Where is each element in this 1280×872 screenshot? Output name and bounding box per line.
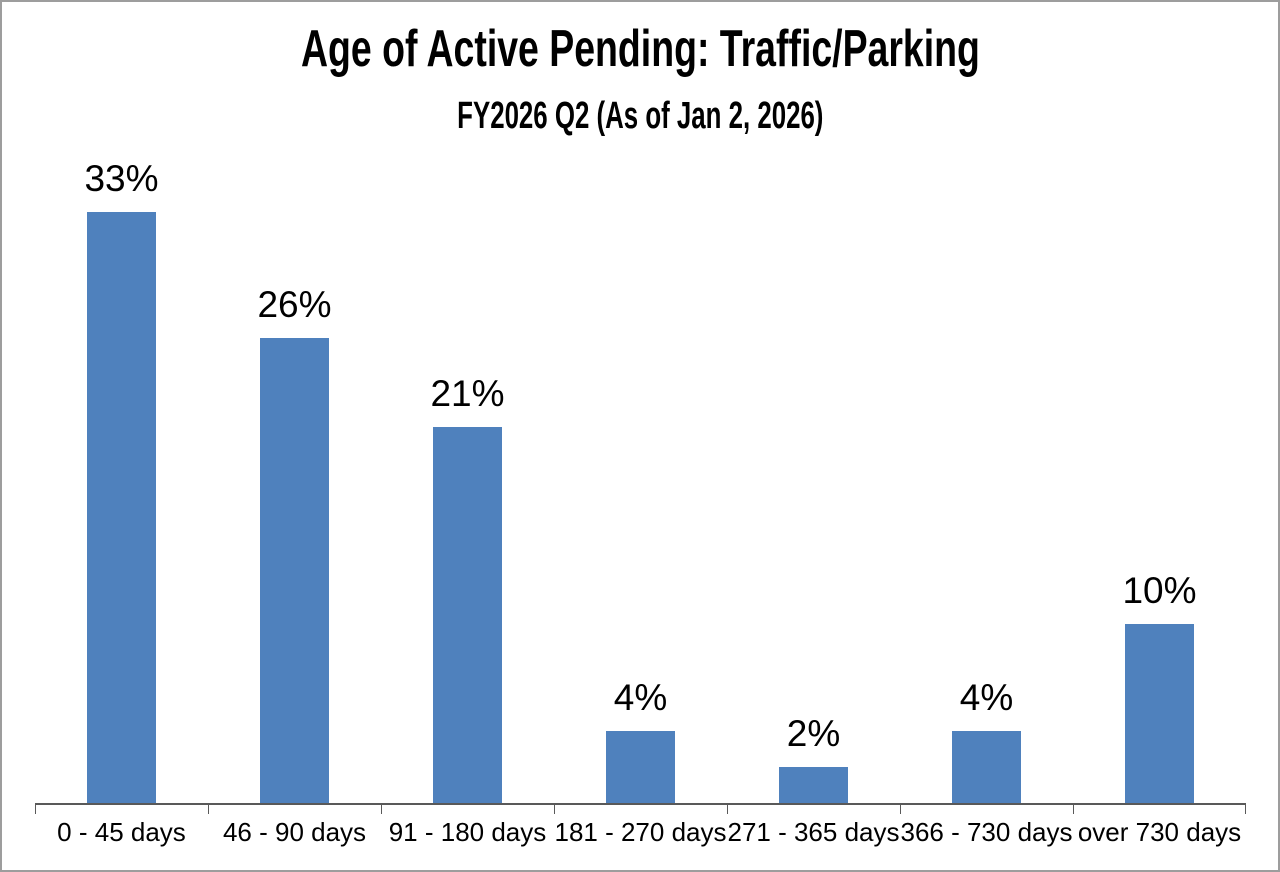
bar-value-label: 33% xyxy=(84,158,159,199)
bar-value-label: 4% xyxy=(959,677,1014,718)
bar-cell: 2% xyxy=(727,2,900,803)
bar-value-label: 21% xyxy=(430,373,505,414)
x-axis-label: 271 - 365 days xyxy=(727,817,900,847)
bar xyxy=(260,338,329,803)
bar-value-label: 26% xyxy=(257,284,332,325)
bar xyxy=(606,731,675,803)
bar-cell: 4% xyxy=(554,2,727,803)
bar xyxy=(952,731,1021,803)
bar-cell: 4% xyxy=(900,2,1073,803)
bar-cell: 21% xyxy=(381,2,554,803)
x-axis-tick xyxy=(554,805,555,814)
bar xyxy=(1125,624,1194,803)
x-axis-label: 0 - 45 days xyxy=(57,817,186,847)
bar-value-label: 10% xyxy=(1122,570,1197,611)
x-axis-label: 91 - 180 days xyxy=(388,817,547,847)
x-axis-tick xyxy=(208,805,209,814)
bar-value-label: 2% xyxy=(786,713,841,754)
x-axis-label: over 730 days xyxy=(1077,817,1242,847)
bar xyxy=(433,427,502,803)
x-axis-tick xyxy=(1245,805,1246,814)
bar-cell: 33% xyxy=(35,2,208,803)
x-axis-label: 46 - 90 days xyxy=(222,817,367,847)
x-axis-ticks xyxy=(35,805,1246,815)
x-axis-tick xyxy=(727,805,728,814)
x-axis-label: 366 - 730 days xyxy=(900,817,1073,847)
bar xyxy=(87,212,156,803)
bar xyxy=(779,767,848,803)
x-axis-label: 181 - 270 days xyxy=(554,817,727,847)
x-axis-tick xyxy=(35,805,36,814)
x-axis-tick xyxy=(900,805,901,814)
chart-subtitle-text: FY2026 Q2 (As of Jan 2, 2026) xyxy=(456,95,824,137)
bar-cell: 26% xyxy=(208,2,381,803)
x-axis-labels: 0 - 45 days 46 - 90 days 91 - 180 days 181 … xyxy=(35,816,1246,849)
x-axis-tick xyxy=(1073,805,1074,814)
bar-cell: 10% xyxy=(1073,2,1246,803)
x-axis-tick xyxy=(381,805,382,814)
chart-subtitle: FY2026 Q2 (As of Jan 2, 2026) xyxy=(2,95,1278,139)
plot-area: 33% 26% 21% 4% 2% 4% 10% xyxy=(35,2,1246,803)
bar-value-label: 4% xyxy=(613,677,668,718)
chart-title: Age of Active Pending: Traffic/Parking xyxy=(2,20,1278,80)
x-axis-line xyxy=(35,803,1246,805)
chart-title-text: Age of Active Pending: Traffic/Parking xyxy=(300,20,980,78)
